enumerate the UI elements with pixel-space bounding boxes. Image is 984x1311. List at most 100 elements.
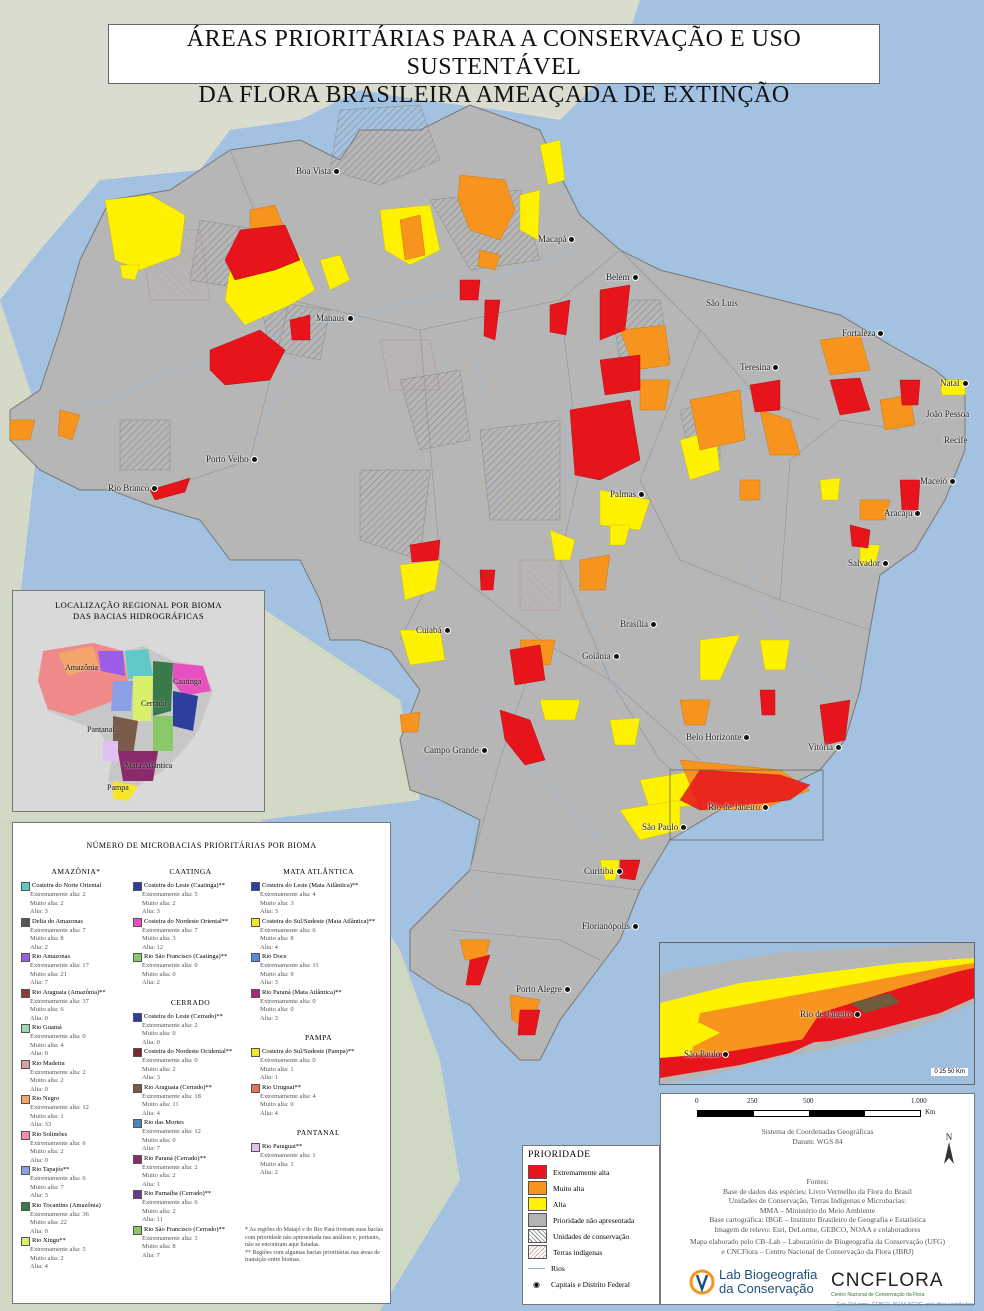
basin-count: Alta: 2 — [30, 943, 48, 951]
source-line: Imagem de relevo: Esri, DeLorme, GEBCO, … — [714, 1224, 921, 1234]
basin-count: Alta: 0 — [30, 1227, 48, 1235]
basin-count: Alta: 4 — [30, 1263, 48, 1270]
basin-count: Muito alta: 2 — [30, 1148, 64, 1155]
basin-swatch — [21, 1237, 30, 1246]
capital-marker-icon — [443, 627, 451, 635]
basin-count: Extremamente alta: 3 — [142, 1234, 198, 1242]
legend-basin-entry: Rio das Mortes Extremamente alta: 12 Muito… — [133, 1119, 248, 1154]
inset-title: LOCALIZAÇÃO REGIONAL POR BIOMA — [55, 600, 222, 610]
city-label: Salvador — [848, 558, 889, 568]
footnote: * As regiões do Matajó e do Rio Pará tiv… — [245, 1227, 383, 1248]
basin-count: Extremamente alta: 12 — [30, 1104, 89, 1111]
city-label: Brasília — [620, 619, 657, 629]
basin-name: Rio Doce — [262, 953, 287, 961]
basin-count: Alta: 3 — [142, 908, 160, 915]
source-line: Unidades de Conservação, Terras Indígena… — [728, 1196, 907, 1205]
basin-count: Extremamente alta: 4 — [260, 891, 316, 898]
basin-count: Extremamente alta: 2 — [30, 891, 86, 898]
basin-count: Alta: 12 — [142, 943, 164, 951]
basin-count: Muito alta: 3 — [260, 899, 294, 907]
basin-count: Alta: 7 — [142, 1251, 160, 1259]
basin-count: Alta: 0 — [30, 1014, 48, 1022]
scale-tick: 250 — [747, 1097, 758, 1105]
basin-count: Muito alta: 1 — [260, 1160, 294, 1168]
inset-label: Pantanal — [87, 725, 115, 734]
basin-name: Rio Uruguai** — [262, 1083, 301, 1091]
basin-name: Costeira do Sul/Sudeste (Mata Atlântica)… — [262, 917, 376, 925]
legend-biome-heading: CAATINGA — [169, 867, 212, 876]
basin-count: Muito alta: 3 — [142, 935, 176, 942]
city-label: São Paulo — [642, 822, 688, 832]
basin-count: Extremamente alta: 0 — [260, 1057, 316, 1064]
city-label: Recife — [944, 435, 968, 445]
basin-count: Alta: 4 — [260, 943, 278, 951]
legend-column: MATA ATLÂNTICA Costeira do Leste (Mata At… — [251, 867, 386, 1179]
basin-count: Muito alta: 2 — [142, 1172, 176, 1179]
basin-count: Extremamente alta: 7 — [30, 926, 86, 934]
scale-tick: 1.000 — [911, 1097, 927, 1105]
basin-count: Alta: 4 — [260, 1109, 278, 1117]
inset-label: Caatinga — [173, 677, 202, 686]
basin-count: Extremamente alta: 12 — [142, 1128, 201, 1135]
legend-basin-entry: Rio Tapajós** Extremamente alta: 6 Muito a… — [21, 1166, 131, 1201]
legend-basin-entry: Rio Solimões Extremamente alta: 6 Muito al… — [21, 1130, 131, 1166]
basin-swatch — [21, 953, 30, 962]
legend-basin-entry: Rio Paraná (Cerrado)** Extremamente alta:… — [133, 1154, 248, 1190]
basin-count: Alta: 0 — [30, 1156, 48, 1164]
basin-swatch — [21, 917, 30, 927]
capital-marker-icon — [743, 734, 751, 742]
basin-count: Muito alta: 2 — [30, 1077, 64, 1084]
map-title: ÁREAS PRIORITÁRIAS PARA A CONSERVAÇÃO E … — [108, 24, 880, 108]
capital-marker-icon — [722, 1051, 730, 1059]
priority-item: ◉ Capitais e Distrito Federal — [528, 1276, 659, 1292]
capital-marker-icon — [346, 315, 354, 323]
basin-count: Extremamente alta: 0 — [142, 962, 198, 969]
basin-count: Extremamente alta: 6 — [30, 1139, 86, 1147]
basin-count: Alta: 3 — [142, 1074, 160, 1081]
legend-basin-entry: Rio Amazonas Extremamente alta: 17 Muito a… — [21, 953, 131, 988]
cncflora-logo: CNCFLORA Centro Nacional de Conservação … — [831, 1270, 944, 1298]
basin-swatch — [21, 1130, 30, 1140]
basin-count: Muito alta: 21 — [30, 970, 67, 978]
legend-basin-entry: Rio São Francisco (Caatinga)** Extremamen… — [133, 953, 248, 988]
capital-marker-icon — [854, 1011, 861, 1019]
basin-count: Muito alta: 4 — [30, 1041, 64, 1049]
basin-count: Alta: 2 — [260, 1169, 278, 1176]
basin-swatch — [251, 917, 260, 927]
capital-marker-icon — [612, 653, 620, 661]
priority-item: Rios — [528, 1260, 659, 1276]
made-by: e CNCFlora – Centro Nacional de Conserva… — [721, 1246, 914, 1256]
basin-count: Muito alta: 11 — [142, 1101, 179, 1108]
basin-count: Extremamente alta: 6 — [30, 1175, 86, 1182]
basin-name: Costeira do Leste (Caatinga)** — [144, 882, 226, 890]
basin-count: Alta: 0 — [30, 1050, 48, 1057]
basin-count: Alta: 1 — [260, 1074, 278, 1081]
north-arrow-icon: N — [943, 1132, 955, 1166]
legend-basin-entry: Rio Xingu** Extremamente alta: 5 Muito alt… — [21, 1237, 131, 1272]
basin-name: Rio Paraguai** — [262, 1143, 303, 1151]
legend-title: NÚMERO DE MICROBACIAS PRIORITÁRIAS POR B… — [86, 841, 317, 850]
lab-logo-icon — [689, 1269, 715, 1295]
basin-count: Muito alta: 0 — [142, 970, 176, 978]
basin-count: Alta: 3 — [260, 1014, 278, 1022]
scale-bar — [697, 1110, 921, 1117]
basin-count: Muito alta: 2 — [30, 899, 64, 907]
basin-count: Extremamente alta: 5 — [142, 891, 198, 898]
basin-swatch — [21, 988, 30, 998]
city-label: Manaus — [316, 313, 354, 323]
capital-marker-icon — [914, 510, 922, 518]
legend-biome-heading: CERRADO — [170, 997, 211, 1007]
basin-swatch — [21, 1059, 30, 1069]
basin-name: Rio Xingu** — [32, 1237, 66, 1245]
priority-title: PRIORIDADE — [528, 1150, 591, 1160]
zoom-scale-bar: 0 25 50 Km — [931, 1068, 968, 1076]
priority-item: Alta — [528, 1196, 659, 1212]
basin-count: Muito alta: 2 — [142, 1207, 176, 1215]
basin-count: Alta: 33 — [30, 1121, 52, 1128]
capital-marker-icon — [568, 236, 576, 244]
basin-name: Rio Parnaíba (Cerrado)** — [144, 1190, 212, 1198]
capital-marker-icon — [638, 491, 645, 499]
capital-marker-icon — [480, 747, 488, 755]
city-label: Palmas — [610, 489, 645, 499]
basin-swatch — [251, 988, 260, 998]
